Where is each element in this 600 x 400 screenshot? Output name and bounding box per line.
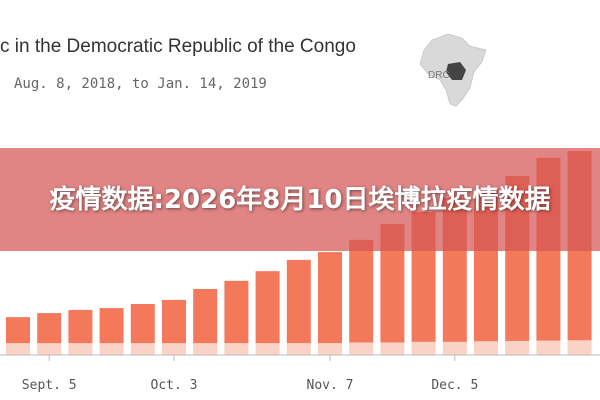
- bar-segment: [130, 304, 155, 344]
- map-label: DRC: [428, 70, 450, 81]
- bar-segment: [99, 308, 124, 344]
- bar-segment: [193, 343, 218, 355]
- bar-segment: [193, 288, 218, 344]
- bar-segment: [6, 343, 30, 355]
- bar-segment: [505, 340, 530, 355]
- x-tick-label: Dec. 5: [431, 378, 478, 393]
- overlay-title: 疫情数据:2026年8月10日埃博拉疫情数据: [49, 184, 551, 215]
- bar-segment: [99, 343, 124, 355]
- bar-segment: [349, 239, 374, 343]
- x-tick-label: Oct. 3: [151, 378, 198, 393]
- x-tick-label: Sept. 5: [22, 378, 77, 393]
- bar-segment: [68, 343, 93, 355]
- bar-segment: [130, 343, 155, 355]
- bar-segment: [286, 259, 311, 344]
- bar-segment: [37, 313, 62, 344]
- bar-segment: [318, 343, 342, 355]
- chart-title: c in the Democratic Republic of the Cong…: [0, 36, 356, 57]
- map-icon: [419, 33, 487, 107]
- bar-segment: [68, 309, 93, 344]
- bar-segment: [162, 343, 186, 355]
- bar-segment: [380, 342, 405, 355]
- bar-segment: [318, 252, 342, 344]
- bar-segment: [442, 341, 467, 355]
- bar-segment: [474, 341, 498, 355]
- bar-segment: [255, 343, 280, 355]
- bar-segment: [349, 342, 374, 355]
- bar-segment: [224, 343, 249, 355]
- bar-segment: [37, 343, 62, 355]
- bar-segment: [224, 280, 249, 344]
- bar-segment: [536, 340, 561, 355]
- bar-segment: [411, 341, 436, 355]
- bar-segment: [255, 271, 280, 344]
- bar-segment: [6, 317, 30, 344]
- chart-subtitle: Aug. 8, 2018, to Jan. 14, 2019: [14, 76, 267, 92]
- bar-segment: [567, 340, 592, 355]
- overlay-banner: 疫情数据:2026年8月10日埃博拉疫情数据: [0, 148, 600, 251]
- bar-segment: [286, 343, 311, 355]
- bar-segment: [162, 299, 186, 344]
- x-tick-label: Nov. 7: [307, 378, 354, 393]
